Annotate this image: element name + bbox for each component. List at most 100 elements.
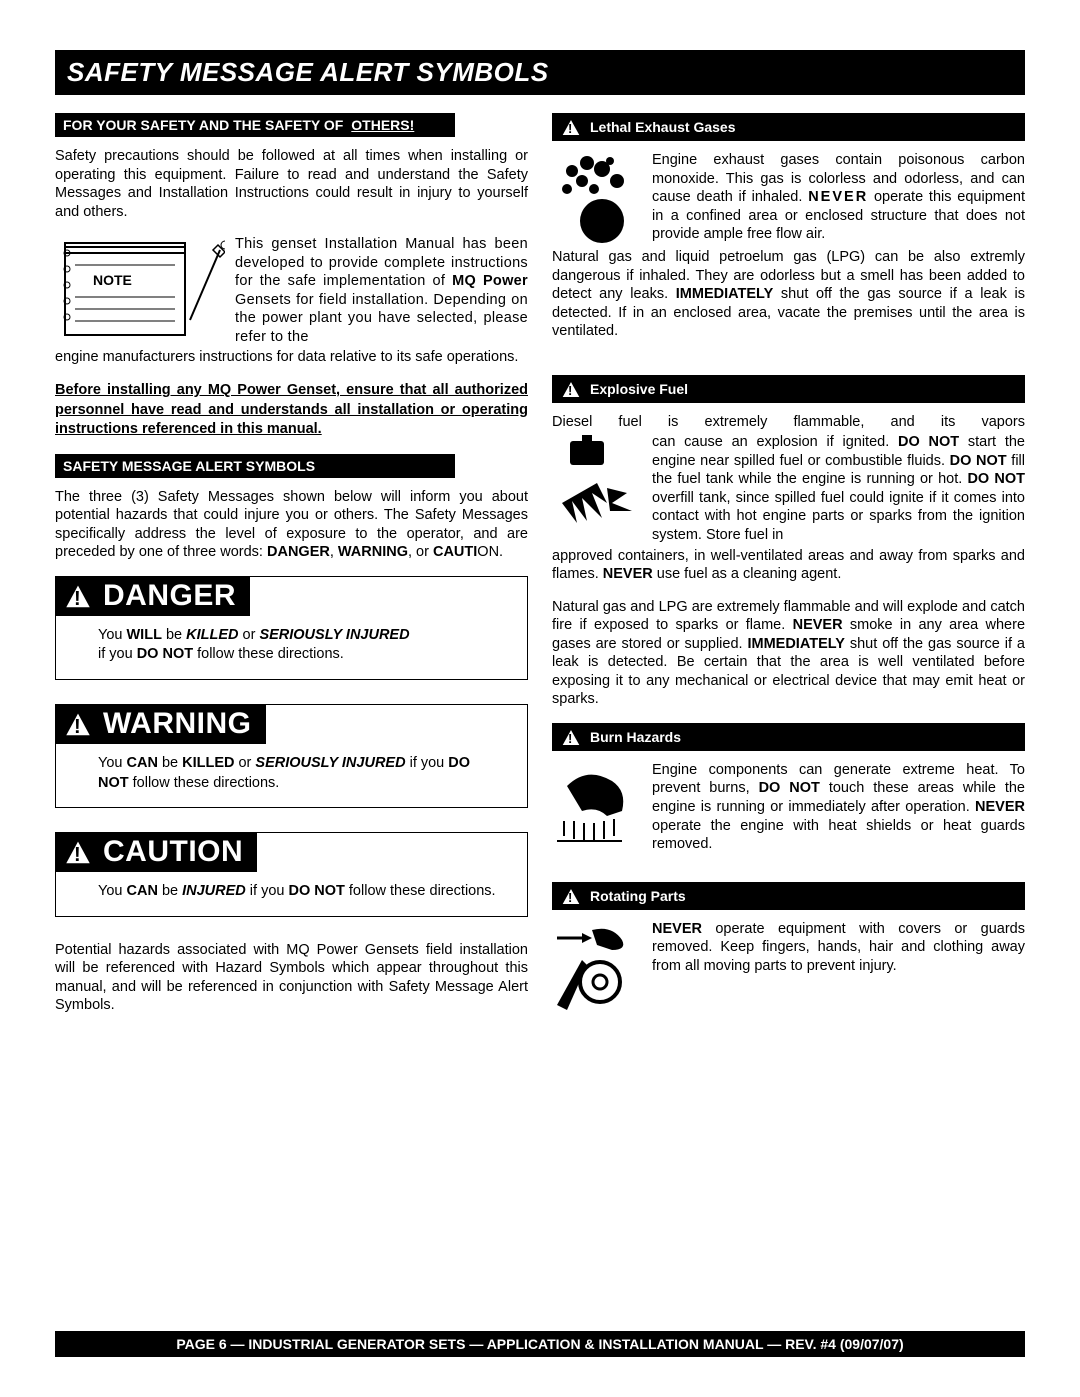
three-messages-paragraph: The three (3) Safety Messages shown belo… bbox=[55, 488, 528, 562]
rotating-icon bbox=[552, 920, 642, 1015]
lethal-header: ! Lethal Exhaust Gases bbox=[552, 113, 1025, 141]
burn-text: Engine components can generate extreme h… bbox=[652, 761, 1025, 854]
t: if you bbox=[246, 883, 289, 899]
t: can cause an explosion if ignited. bbox=[652, 434, 898, 450]
t: WILL bbox=[127, 627, 162, 643]
t: Lethal Exhaust Gases bbox=[590, 119, 736, 135]
t: CAN bbox=[127, 883, 158, 899]
t: DO NOT bbox=[288, 883, 344, 899]
burn-icon bbox=[552, 761, 642, 856]
t: DO NOT bbox=[137, 646, 193, 662]
t: operate equipment with covers or guards … bbox=[652, 921, 1025, 974]
note-text: This genset Installation Manual has been… bbox=[235, 235, 528, 346]
t: SERIOUSLY INJURED bbox=[255, 755, 405, 771]
t: CAUTION bbox=[103, 835, 243, 869]
t: NEVER bbox=[603, 566, 653, 582]
t: DO NOT bbox=[967, 471, 1025, 487]
lethal-block: Engine exhaust gases contain poisonous c… bbox=[552, 151, 1025, 246]
t: KILLED bbox=[182, 755, 234, 771]
t: use fuel as a cleaning agent. bbox=[653, 566, 842, 582]
alert-triangle-icon: ! bbox=[63, 710, 93, 738]
t: SERIOUSLY INJURED bbox=[259, 627, 409, 643]
t: if you bbox=[406, 755, 449, 771]
t: Explosive Fuel bbox=[590, 381, 688, 397]
alert-triangle-icon: ! bbox=[63, 582, 93, 610]
alert-triangle-icon: ! bbox=[560, 727, 582, 747]
svg-text:!: ! bbox=[568, 383, 572, 398]
t: CAUTI bbox=[433, 544, 477, 560]
t: NEVER bbox=[652, 921, 702, 937]
alert-symbols-header: SAFETY MESSAGE ALERT SYMBOLS bbox=[55, 454, 455, 478]
t: follow these directions. bbox=[193, 646, 344, 662]
t: INJURED bbox=[182, 883, 246, 899]
svg-text:!: ! bbox=[74, 844, 81, 866]
t: overfill tank, since spilled fuel could … bbox=[652, 490, 1025, 543]
rotating-block: NEVER operate equipment with covers or g… bbox=[552, 920, 1025, 1015]
t: follow these directions. bbox=[345, 883, 496, 899]
note-label: NOTE bbox=[93, 272, 132, 288]
alert-triangle-icon: ! bbox=[560, 886, 582, 906]
explosive-header: ! Explosive Fuel bbox=[552, 375, 1025, 403]
explosive-text: can cause an explosion if ignited. DO NO… bbox=[652, 433, 1025, 544]
explosive-cont: approved containers, in well-ventilated … bbox=[552, 547, 1025, 584]
caution-box: ! CAUTION You CAN be INJURED if you DO N… bbox=[55, 832, 528, 917]
t: if you bbox=[98, 646, 137, 662]
t: , or bbox=[408, 544, 433, 560]
alert-triangle-icon: ! bbox=[63, 838, 93, 866]
t: WARNING bbox=[338, 544, 408, 560]
note-continuation: engine manufacturers instructions for da… bbox=[55, 348, 528, 367]
t: DO NOT bbox=[898, 434, 959, 450]
t: DO NOT bbox=[759, 780, 820, 796]
t: Burn Hazards bbox=[590, 729, 681, 745]
t: ON. bbox=[477, 544, 503, 560]
t: DO NOT bbox=[950, 453, 1007, 469]
caution-desc: You CAN be INJURED if you DO NOT follow … bbox=[56, 882, 527, 902]
safety-others-header: FOR YOUR SAFETY AND THE SAFETY OF OTHERS… bbox=[55, 113, 455, 137]
mandate-text: Before installing any MQ Power Genset, e… bbox=[55, 381, 528, 440]
rotating-text: NEVER operate equipment with covers or g… bbox=[652, 920, 1025, 976]
t: DANGER bbox=[267, 544, 330, 560]
danger-desc: You WILL be KILLED or SERIOUSLY INJURED … bbox=[56, 626, 527, 665]
t: You bbox=[98, 627, 127, 643]
svg-text:!: ! bbox=[568, 731, 572, 746]
left-column: FOR YOUR SAFETY AND THE SAFETY OF OTHERS… bbox=[55, 113, 528, 1029]
alert-triangle-icon: ! bbox=[560, 379, 582, 399]
warning-desc: You CAN be KILLED or SERIOUSLY INJURED i… bbox=[56, 754, 527, 793]
burn-block: Engine components can generate extreme h… bbox=[552, 761, 1025, 856]
t: , bbox=[330, 544, 338, 560]
intro-paragraph: Safety precautions should be followed at… bbox=[55, 147, 528, 221]
t: follow these directions. bbox=[129, 775, 280, 791]
explosion-icon bbox=[552, 433, 642, 528]
exhaust-icon bbox=[552, 151, 642, 246]
t: You bbox=[98, 755, 127, 771]
lethal-text: Engine exhaust gases contain poisonous c… bbox=[652, 151, 1025, 244]
t: be bbox=[162, 627, 186, 643]
page-footer: PAGE 6 — INDUSTRIAL GENERATOR SETS — APP… bbox=[55, 1331, 1025, 1357]
explosive-block: can cause an explosion if ignited. DO NO… bbox=[552, 433, 1025, 544]
warning-box: ! WARNING You CAN be KILLED or SERIOUSLY… bbox=[55, 704, 528, 808]
t: be bbox=[158, 883, 182, 899]
t: NEVER bbox=[975, 799, 1025, 815]
t: be bbox=[158, 755, 182, 771]
header-underline: OTHERS! bbox=[351, 117, 414, 133]
t: IMMEDIATELY bbox=[676, 286, 773, 302]
t: You bbox=[98, 883, 127, 899]
t: or bbox=[234, 755, 255, 771]
t: NEVER bbox=[793, 617, 843, 633]
t: WARNING bbox=[103, 707, 252, 741]
warning-label: ! WARNING bbox=[55, 704, 266, 744]
caution-label: ! CAUTION bbox=[55, 832, 257, 872]
t: KILLED bbox=[186, 627, 238, 643]
svg-text:!: ! bbox=[568, 121, 572, 136]
content-columns: FOR YOUR SAFETY AND THE SAFETY OF OTHERS… bbox=[55, 113, 1025, 1029]
right-column: ! Lethal Exhaust Gases Engine exhaust ga… bbox=[552, 113, 1025, 1029]
t: DANGER bbox=[103, 579, 236, 613]
lethal-p2: Natural gas and liquid petroelum gas (LP… bbox=[552, 248, 1025, 341]
t: Rotating Parts bbox=[590, 888, 686, 904]
t: IMMEDIATELY bbox=[747, 636, 844, 652]
t: or bbox=[238, 627, 259, 643]
header-text: FOR YOUR SAFETY AND THE SAFETY OF bbox=[63, 117, 343, 133]
page-title: SAFETY MESSAGE ALERT SYMBOLS bbox=[55, 50, 1025, 95]
t: NEVER bbox=[808, 189, 868, 205]
t: operate the engine with heat shields or … bbox=[652, 818, 1025, 853]
